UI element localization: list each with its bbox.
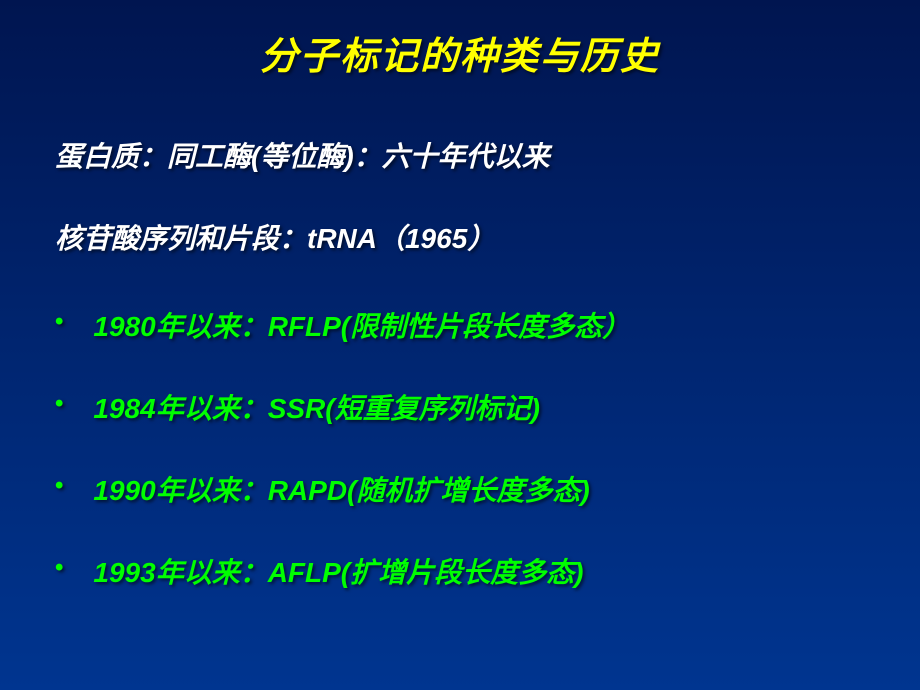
bullet-rapd: • 1990年以来：RAPD(随机扩增长度多态) [55,469,920,509]
bullet-aflp: • 1993年以来：AFLP(扩增片段长度多态) [55,551,920,591]
slide-title: 分子标记的种类与历史 [0,0,920,80]
bullet-text: 1984年以来：SSR(短重复序列标记) [93,387,540,427]
bullet-icon: • [55,554,63,582]
bullet-rflp: • 1980年以来：RFLP(限制性片段长度多态） [55,305,920,345]
bullet-ssr: • 1984年以来：SSR(短重复序列标记) [55,387,920,427]
bullet-text: 1990年以来：RAPD(随机扩增长度多态) [93,469,589,509]
bullet-text: 1993年以来：AFLP(扩增片段长度多态) [93,551,583,591]
bullet-icon: • [55,308,63,336]
nucleotide-line: 核苷酸序列和片段：tRNA（1965） [55,217,920,257]
protein-line: 蛋白质：同工酶(等位酶)：六十年代以来 [55,135,920,175]
bullet-text: 1980年以来：RFLP(限制性片段长度多态） [93,305,630,345]
bullet-icon: • [55,390,63,418]
bullet-icon: • [55,472,63,500]
